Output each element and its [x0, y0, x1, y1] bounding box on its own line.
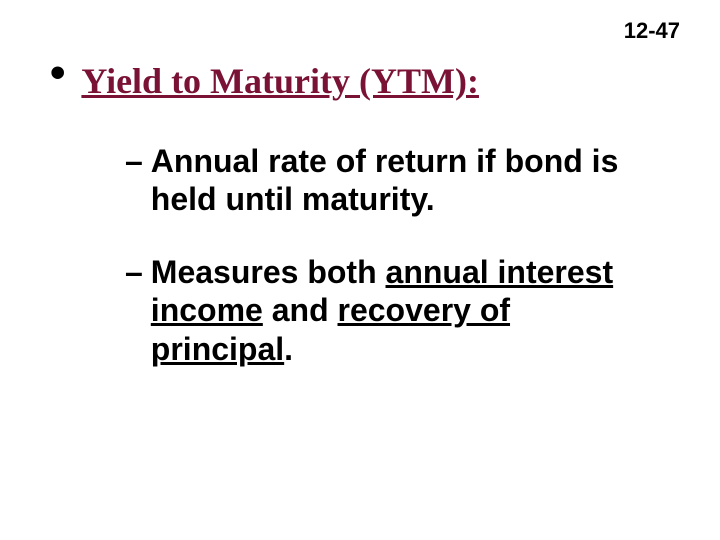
sub-bullet-1: – Annual rate of return if bond is held …	[125, 142, 660, 219]
text-plain: .	[284, 331, 293, 367]
dash-icon: –	[125, 142, 143, 180]
page-number: 12-47	[624, 18, 680, 44]
sub-bullet-list: – Annual rate of return if bond is held …	[50, 142, 660, 368]
text-plain: and	[263, 292, 338, 328]
text-plain: Measures both	[151, 254, 386, 290]
slide-content: • Yield to Maturity (YTM): – Annual rate…	[0, 0, 720, 368]
sub-bullet-2: – Measures both annual interest income a…	[125, 253, 660, 368]
slide-title: Yield to Maturity (YTM):	[81, 60, 479, 102]
title-row: • Yield to Maturity (YTM):	[50, 60, 660, 102]
bullet-icon: •	[50, 60, 65, 86]
dash-icon: –	[125, 253, 143, 291]
sub-bullet-2-text: Measures both annual interest income and…	[151, 253, 660, 368]
sub-bullet-1-text: Annual rate of return if bond is held un…	[151, 142, 660, 219]
